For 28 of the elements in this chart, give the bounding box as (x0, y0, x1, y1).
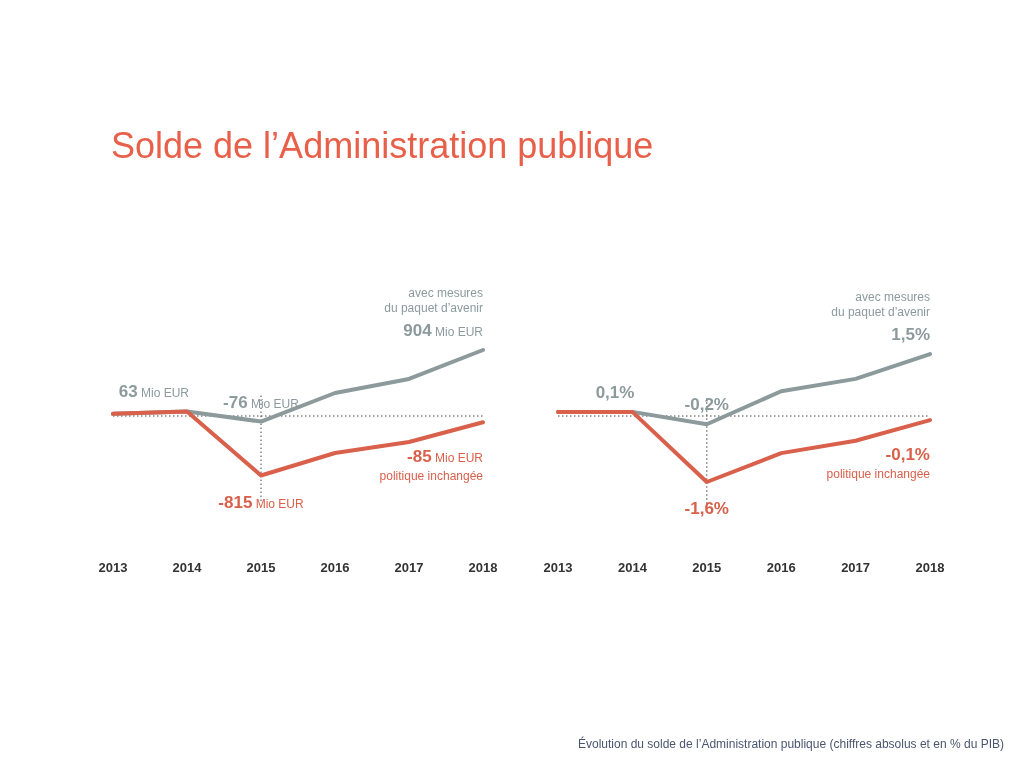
data-label: -76 Mio EUR (223, 392, 300, 412)
x-tick-label: 2016 (320, 560, 350, 575)
text: avec mesures du paquet d’avenir (384, 286, 483, 315)
x-tick-label: 2015 (246, 560, 276, 575)
x-tick-label: 2013 (98, 560, 128, 575)
x-tick-label: 2018 (468, 560, 498, 575)
data-label: 904 Mio EUR (403, 321, 484, 340)
data-label: -0,2% (684, 395, 730, 415)
series-label: politique inchangée (826, 467, 931, 482)
data-label: -0,1% (885, 445, 930, 465)
x-tick-label: 2013 (543, 560, 573, 575)
data-label: -1,6% (684, 499, 730, 518)
x-tick-label: 2017 (841, 560, 871, 575)
data-label: -815 Mio EUR (218, 492, 305, 512)
chart-title: Solde de l’Administration publique (111, 125, 654, 166)
data-label: 1,5% (891, 325, 930, 345)
x-tick-label: 2014 (172, 560, 203, 575)
data-label: -85 Mio EUR (407, 447, 484, 467)
x-tick-label: 2014 (617, 560, 648, 575)
x-tick-label: 2016 (766, 560, 796, 575)
x-tick-label: 2018 (915, 560, 945, 575)
text: Évolution du solde de l’Administration publique (chiffres absolus et en % du PIB) (577, 736, 1004, 751)
series-label: politique inchangée (379, 469, 484, 484)
data-label: 0,1% (595, 382, 635, 402)
x-tick-label: 2017 (394, 560, 424, 575)
text: avec mesures du paquet d’avenir (831, 290, 930, 320)
x-tick-label: 2015 (692, 560, 722, 575)
data-label: 63 Mio EUR (118, 382, 190, 402)
